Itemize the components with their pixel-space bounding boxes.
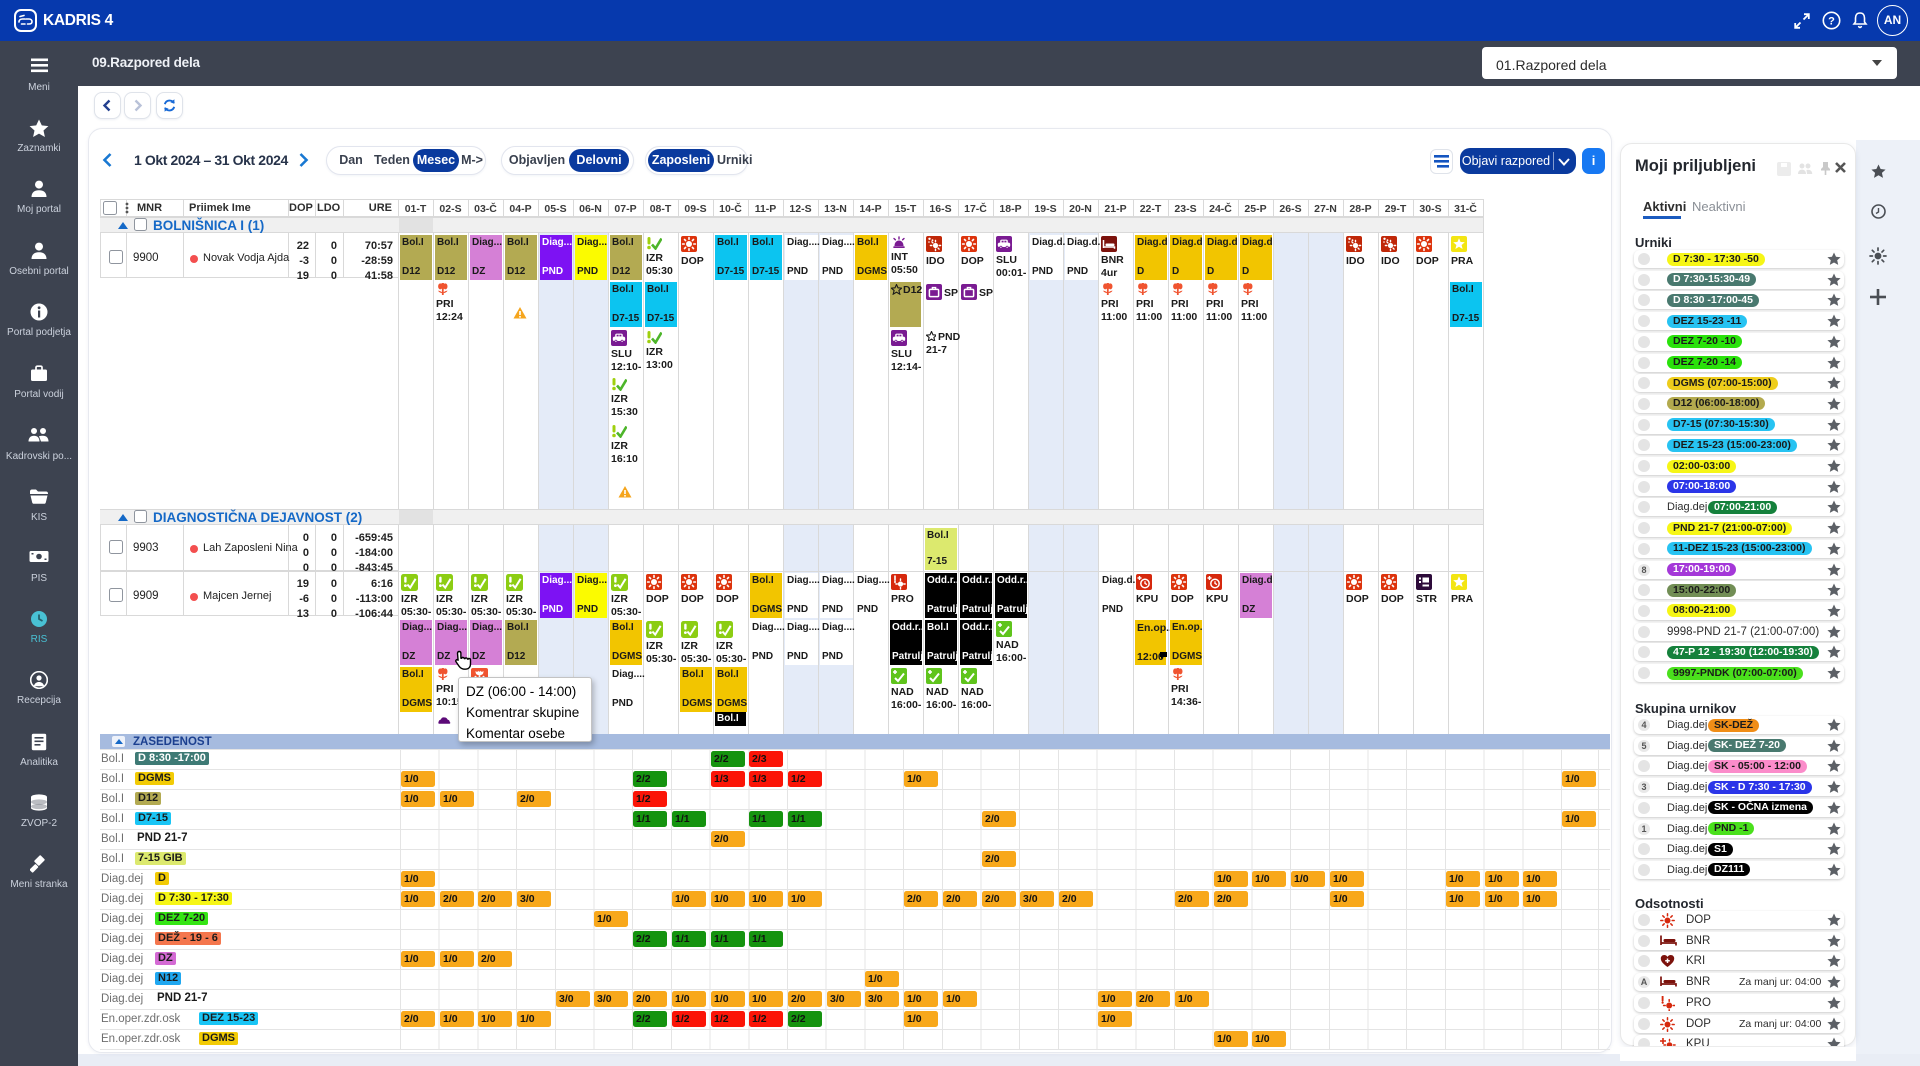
- svg-text:?: ?: [1828, 16, 1835, 28]
